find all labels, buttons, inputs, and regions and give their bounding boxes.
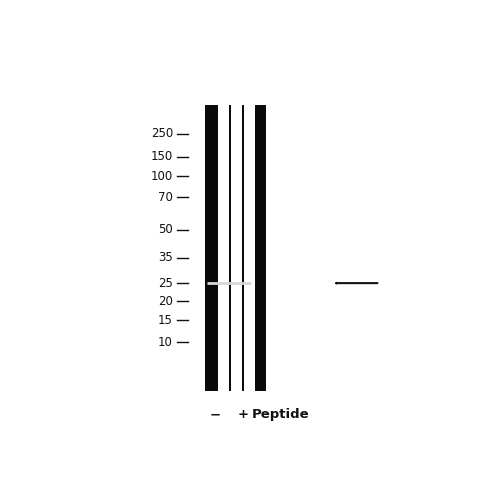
Text: −: − [210,408,221,421]
Bar [232,105,241,391]
Bar [205,105,218,391]
Text: 50: 50 [158,223,173,236]
Text: Peptide: Peptide [252,408,310,421]
Text: 20: 20 [158,295,173,307]
Text: 150: 150 [150,150,173,163]
Text: 100: 100 [150,170,173,183]
Text: 35: 35 [158,251,173,264]
Text: 25: 25 [158,277,173,290]
Text: 70: 70 [158,191,173,204]
Text: 10: 10 [158,336,173,348]
Text: 15: 15 [158,314,173,327]
Text: 250: 250 [150,127,173,140]
Bar [254,105,266,391]
Bar [229,105,244,391]
Text: +: + [237,408,248,421]
